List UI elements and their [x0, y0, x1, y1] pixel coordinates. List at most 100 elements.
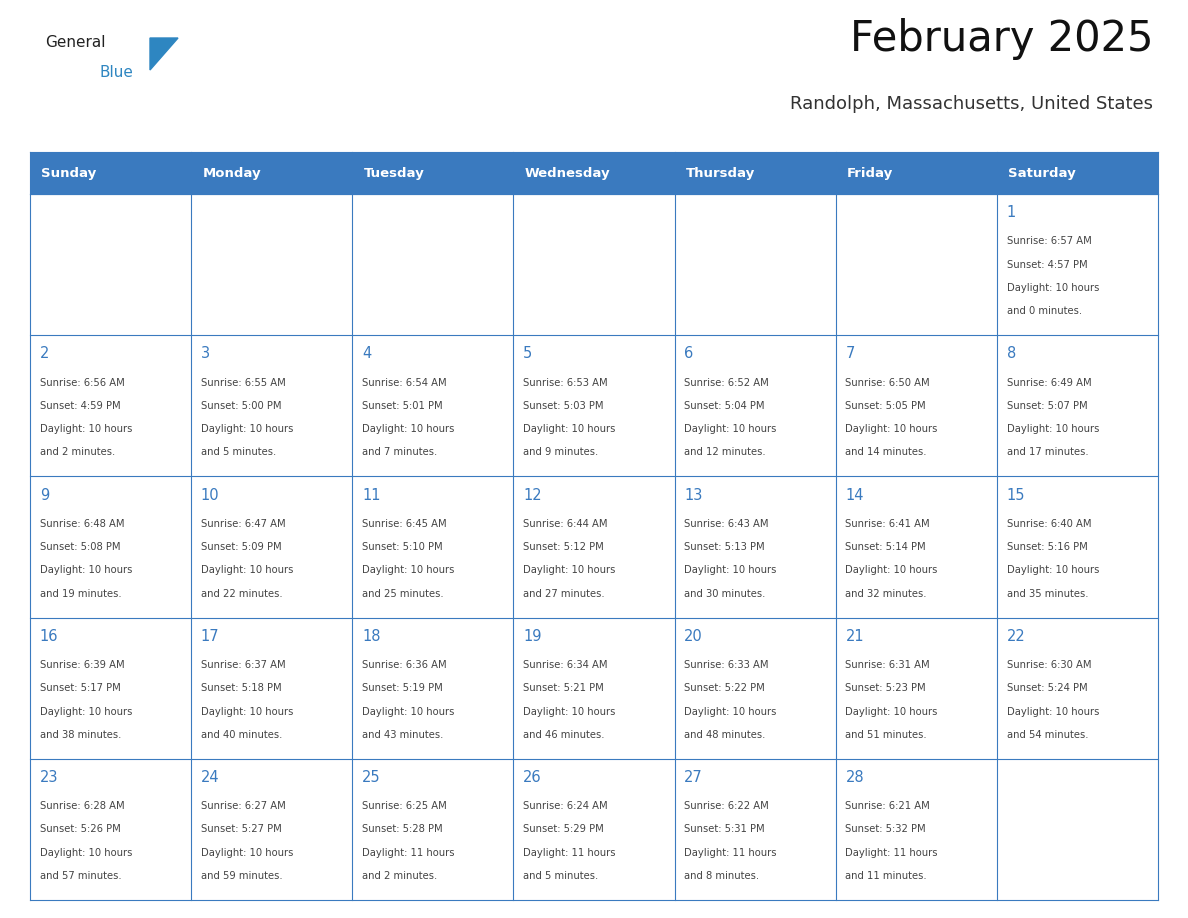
- Text: Daylight: 10 hours: Daylight: 10 hours: [201, 707, 293, 717]
- Text: Sunday: Sunday: [42, 166, 96, 180]
- Text: Sunset: 5:22 PM: Sunset: 5:22 PM: [684, 683, 765, 693]
- Text: and 2 minutes.: and 2 minutes.: [362, 871, 437, 881]
- Text: and 8 minutes.: and 8 minutes.: [684, 871, 759, 881]
- Text: Sunset: 5:05 PM: Sunset: 5:05 PM: [846, 401, 925, 411]
- Text: Daylight: 10 hours: Daylight: 10 hours: [201, 847, 293, 857]
- Text: Sunset: 5:12 PM: Sunset: 5:12 PM: [523, 542, 604, 552]
- Bar: [835, 335, 997, 476]
- Bar: [513, 759, 675, 900]
- Text: and 57 minutes.: and 57 minutes.: [39, 871, 121, 881]
- Bar: [191, 618, 353, 759]
- Bar: [997, 335, 1158, 476]
- Text: and 17 minutes.: and 17 minutes.: [1006, 447, 1088, 457]
- Text: Daylight: 10 hours: Daylight: 10 hours: [1006, 424, 1099, 434]
- Text: 20: 20: [684, 629, 703, 644]
- Bar: [30, 618, 191, 759]
- Text: 26: 26: [523, 770, 542, 785]
- Text: Daylight: 11 hours: Daylight: 11 hours: [846, 847, 937, 857]
- Text: Sunset: 5:29 PM: Sunset: 5:29 PM: [523, 824, 604, 834]
- Text: Sunrise: 6:57 AM: Sunrise: 6:57 AM: [1006, 236, 1092, 246]
- Text: 5: 5: [523, 346, 532, 362]
- Bar: [675, 476, 835, 618]
- Text: Daylight: 10 hours: Daylight: 10 hours: [1006, 707, 1099, 717]
- Text: Daylight: 10 hours: Daylight: 10 hours: [362, 565, 454, 576]
- Text: and 11 minutes.: and 11 minutes.: [846, 871, 927, 881]
- Text: Saturday: Saturday: [1009, 166, 1076, 180]
- Text: Daylight: 10 hours: Daylight: 10 hours: [523, 565, 615, 576]
- Text: Daylight: 10 hours: Daylight: 10 hours: [39, 424, 132, 434]
- Text: 27: 27: [684, 770, 703, 785]
- Text: and 0 minutes.: and 0 minutes.: [1006, 307, 1081, 317]
- Text: Daylight: 10 hours: Daylight: 10 hours: [201, 565, 293, 576]
- Text: Sunset: 5:24 PM: Sunset: 5:24 PM: [1006, 683, 1087, 693]
- Text: 15: 15: [1006, 487, 1025, 503]
- Bar: [353, 759, 513, 900]
- Bar: [675, 335, 835, 476]
- Text: Sunset: 5:14 PM: Sunset: 5:14 PM: [846, 542, 925, 552]
- Bar: [675, 152, 835, 194]
- Text: Sunrise: 6:50 AM: Sunrise: 6:50 AM: [846, 377, 930, 387]
- Text: 11: 11: [362, 487, 380, 503]
- Text: February 2025: February 2025: [849, 18, 1154, 60]
- Text: Daylight: 10 hours: Daylight: 10 hours: [362, 707, 454, 717]
- Text: and 5 minutes.: and 5 minutes.: [201, 447, 276, 457]
- Text: and 14 minutes.: and 14 minutes.: [846, 447, 927, 457]
- Text: Daylight: 10 hours: Daylight: 10 hours: [523, 707, 615, 717]
- Text: Daylight: 11 hours: Daylight: 11 hours: [684, 847, 777, 857]
- Bar: [353, 618, 513, 759]
- Text: Sunset: 5:26 PM: Sunset: 5:26 PM: [39, 824, 120, 834]
- Text: Daylight: 10 hours: Daylight: 10 hours: [39, 707, 132, 717]
- Text: Sunrise: 6:31 AM: Sunrise: 6:31 AM: [846, 660, 930, 670]
- Bar: [353, 476, 513, 618]
- Text: Daylight: 10 hours: Daylight: 10 hours: [1006, 565, 1099, 576]
- Bar: [513, 194, 675, 335]
- Text: Sunrise: 6:44 AM: Sunrise: 6:44 AM: [523, 519, 607, 529]
- Bar: [30, 759, 191, 900]
- Text: and 43 minutes.: and 43 minutes.: [362, 730, 443, 740]
- Text: Sunset: 4:59 PM: Sunset: 4:59 PM: [39, 401, 120, 411]
- Bar: [191, 194, 353, 335]
- Text: Daylight: 10 hours: Daylight: 10 hours: [846, 707, 937, 717]
- Text: 10: 10: [201, 487, 220, 503]
- Text: Tuesday: Tuesday: [364, 166, 424, 180]
- Text: 14: 14: [846, 487, 864, 503]
- Bar: [191, 759, 353, 900]
- Bar: [835, 152, 997, 194]
- Text: Sunset: 5:31 PM: Sunset: 5:31 PM: [684, 824, 765, 834]
- Text: Daylight: 10 hours: Daylight: 10 hours: [846, 565, 937, 576]
- Text: 9: 9: [39, 487, 49, 503]
- Text: Sunset: 5:07 PM: Sunset: 5:07 PM: [1006, 401, 1087, 411]
- Text: 25: 25: [362, 770, 380, 785]
- Text: Sunrise: 6:41 AM: Sunrise: 6:41 AM: [846, 519, 930, 529]
- Text: Sunrise: 6:39 AM: Sunrise: 6:39 AM: [39, 660, 125, 670]
- Text: 18: 18: [362, 629, 380, 644]
- Text: Daylight: 10 hours: Daylight: 10 hours: [684, 707, 777, 717]
- Text: Sunset: 5:09 PM: Sunset: 5:09 PM: [201, 542, 282, 552]
- Bar: [513, 152, 675, 194]
- Text: Sunset: 4:57 PM: Sunset: 4:57 PM: [1006, 260, 1087, 270]
- Bar: [30, 194, 191, 335]
- Text: and 2 minutes.: and 2 minutes.: [39, 447, 115, 457]
- Bar: [835, 759, 997, 900]
- Text: Sunrise: 6:45 AM: Sunrise: 6:45 AM: [362, 519, 447, 529]
- Text: Sunset: 5:16 PM: Sunset: 5:16 PM: [1006, 542, 1087, 552]
- Bar: [30, 335, 191, 476]
- Text: Sunrise: 6:37 AM: Sunrise: 6:37 AM: [201, 660, 285, 670]
- Bar: [997, 476, 1158, 618]
- Text: Sunset: 5:28 PM: Sunset: 5:28 PM: [362, 824, 443, 834]
- Bar: [835, 194, 997, 335]
- Text: 21: 21: [846, 629, 864, 644]
- Bar: [30, 152, 191, 194]
- Text: Sunset: 5:18 PM: Sunset: 5:18 PM: [201, 683, 282, 693]
- Text: Sunrise: 6:43 AM: Sunrise: 6:43 AM: [684, 519, 769, 529]
- Text: Friday: Friday: [847, 166, 893, 180]
- Bar: [30, 476, 191, 618]
- Text: Sunrise: 6:28 AM: Sunrise: 6:28 AM: [39, 801, 125, 812]
- Polygon shape: [150, 38, 178, 70]
- Text: Sunset: 5:23 PM: Sunset: 5:23 PM: [846, 683, 925, 693]
- Text: Daylight: 11 hours: Daylight: 11 hours: [362, 847, 455, 857]
- Bar: [675, 194, 835, 335]
- Text: Sunrise: 6:40 AM: Sunrise: 6:40 AM: [1006, 519, 1091, 529]
- Bar: [675, 618, 835, 759]
- Bar: [353, 335, 513, 476]
